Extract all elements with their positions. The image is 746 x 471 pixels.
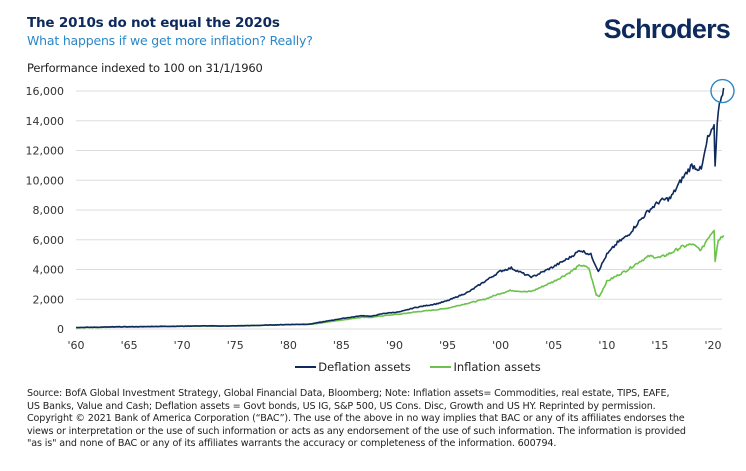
x-tick-label: '05 <box>545 339 562 352</box>
legend-item-inflation: Inflation assets <box>430 360 541 374</box>
y-tick-label: 12,000 <box>26 145 65 158</box>
legend-swatch-deflation <box>295 366 317 368</box>
x-tick-label: '65 <box>121 339 138 352</box>
chart-subtitle: What happens if we get more inflation? R… <box>27 33 313 48</box>
gridlines <box>76 90 722 330</box>
y-tick-label: 8,000 <box>33 204 65 217</box>
series-lines <box>75 87 725 329</box>
y-tick-label: 16,000 <box>26 85 65 98</box>
x-tick-label: '15 <box>651 339 668 352</box>
x-tick-label: '85 <box>333 339 350 352</box>
source-line: US Banks, Value and Cash; Deflation asse… <box>27 400 656 412</box>
x-tick-label: '20 <box>704 339 721 352</box>
x-tick-label: '60 <box>67 339 84 352</box>
chart-title: The 2010s do not equal the 2020s <box>27 15 280 31</box>
series-line-inflation-assets <box>76 229 725 329</box>
source-line: "as is" and none of BAC or any of its af… <box>27 438 557 449</box>
y-tick-label: 2,000 <box>33 293 65 306</box>
legend-label-deflation: Deflation assets <box>318 360 411 374</box>
schroders-logo: Schroders <box>603 14 731 44</box>
legend: Deflation assets Inflation assets <box>0 357 746 374</box>
x-tick-labels: '60 '65 '70 '75 '80 '85 '90 '95 '00 '05 '10 '15 '20 <box>67 339 721 352</box>
x-tick-label: '00 <box>492 339 509 352</box>
y-tick-label: 10,000 <box>26 174 65 187</box>
source-note: Source: BofA Global Investment Strategy,… <box>27 388 737 451</box>
x-tick-label: '70 <box>174 339 191 352</box>
y-tick-label: 14,000 <box>26 115 65 128</box>
legend-item-deflation: Deflation assets <box>295 360 411 374</box>
y-tick-label: 6,000 <box>33 234 65 247</box>
x-tick-label: '90 <box>386 339 403 352</box>
y-axis-note: Performance indexed to 100 on 31/1/1960 <box>27 61 263 75</box>
y-tick-label: 4,000 <box>33 264 65 277</box>
x-tick-label: '10 <box>598 339 615 352</box>
source-line: views or interpretation or the use of su… <box>27 425 686 437</box>
x-tick-label: '95 <box>439 339 456 352</box>
y-tick-label: 0 <box>57 323 64 336</box>
legend-label-inflation: Inflation assets <box>453 360 541 374</box>
peak-annotation-circle <box>710 78 735 104</box>
line-chart: 0 2,000 4,000 6,000 8,000 10,000 12,000 14,000 1… <box>26 78 735 352</box>
source-line: Source: BofA Global Investment Strategy,… <box>27 388 670 399</box>
source-line: Copyright © 2021 Bank of America Corpora… <box>27 413 685 424</box>
annotations <box>710 78 735 104</box>
x-tick-label: '80 <box>280 339 297 352</box>
y-tick-labels: 0 2,000 4,000 6,000 8,000 10,000 12,000 14,000 1… <box>26 85 65 336</box>
legend-swatch-inflation <box>430 366 452 368</box>
x-tick-label: '75 <box>227 339 244 352</box>
series-line-deflation-assets <box>75 87 725 329</box>
